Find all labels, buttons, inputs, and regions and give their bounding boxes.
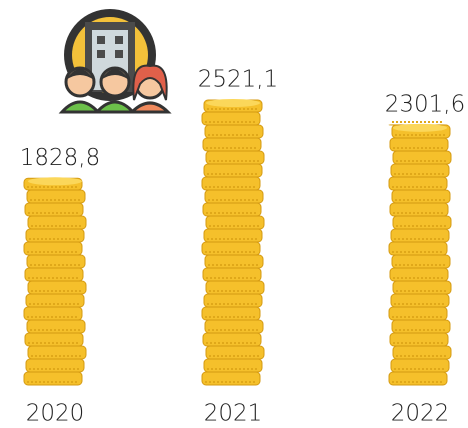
coin [26,319,86,334]
coin [392,150,452,165]
coin [202,137,262,152]
coin [392,215,452,230]
coin [205,345,265,360]
coin [23,241,83,256]
x-tick-label: 2020 [26,401,85,427]
coin [204,189,264,204]
coin [27,280,87,295]
coin [388,371,448,386]
coin [388,241,448,256]
coin [389,332,449,347]
coin [24,332,84,347]
coin [23,371,83,386]
coin [203,358,263,373]
coin [27,215,87,230]
coin-top [28,177,82,186]
coin [26,189,86,204]
icon-people-building [58,9,172,114]
x-tick-label: 2022 [391,401,450,427]
coin [27,345,87,360]
coin [26,254,86,269]
coin [204,319,264,334]
coin [201,111,261,126]
coin [201,176,261,191]
coin [24,202,84,217]
coin [390,358,450,373]
coin [389,202,449,217]
value-label: 1828,8 [20,145,100,171]
coin [205,280,265,295]
coin-stack [388,121,452,386]
coin [205,215,265,230]
coin-top [206,99,260,107]
value-label: 2521,1 [198,67,278,93]
coin [25,228,85,243]
coin [391,189,451,204]
coin [390,228,450,243]
coin [25,358,85,373]
coin [201,306,261,321]
coin [202,202,262,217]
coin [388,176,448,191]
coin [202,332,262,347]
coin [203,228,263,243]
coin [392,345,452,360]
coin [202,267,262,282]
coin [205,150,265,165]
coin [204,254,264,269]
coin [201,241,261,256]
coin [390,163,450,178]
coin [24,267,84,282]
coin [203,163,263,178]
value-label: 2301,6 [385,91,465,117]
coin [391,254,451,269]
coin [391,319,451,334]
coin [390,293,450,308]
coin [388,306,448,321]
coin-top [393,123,447,132]
coin [23,306,83,321]
coin [204,124,264,139]
coin [389,267,449,282]
coin [392,280,452,295]
coin [389,137,449,152]
coin [201,371,261,386]
x-tick-label: 2021 [204,401,263,427]
coin [203,293,263,308]
coin-stack [201,99,265,386]
coin [25,293,85,308]
coin-stack [23,177,87,386]
